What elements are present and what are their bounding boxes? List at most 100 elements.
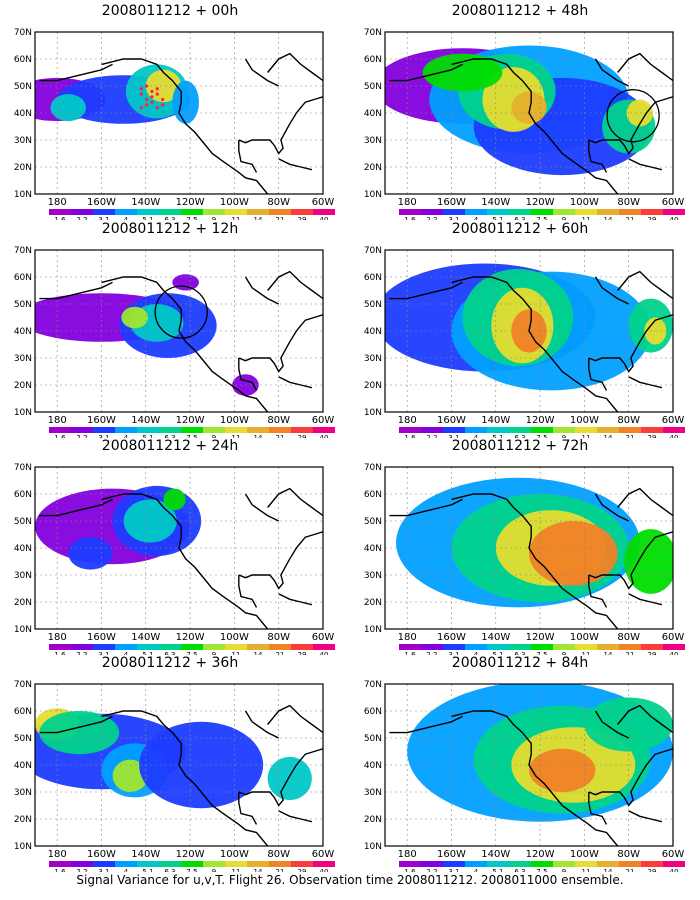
colorbar-swatch <box>93 644 115 650</box>
coastline <box>256 314 323 373</box>
panel-title: 2008011212 + 60h <box>451 221 589 237</box>
observation-dot <box>139 92 143 96</box>
lat-label: 50N <box>14 82 32 92</box>
colorbar-label: 29 <box>648 651 657 655</box>
colorbar-swatch <box>203 861 225 867</box>
colorbar-swatch <box>641 861 663 867</box>
colorbar-label: 5.1 <box>492 216 503 220</box>
map-panel: 2008011212 + 12h 70N 60N 50N 40N 30N 20N 10N 180… <box>5 220 335 438</box>
colorbar-swatch <box>137 861 159 867</box>
colorbar-swatch <box>291 644 313 650</box>
colorbar-swatch <box>443 644 465 650</box>
colorbar-swatch <box>225 644 247 650</box>
colorbar-swatch <box>71 861 93 867</box>
lon-label: 120W <box>176 197 205 208</box>
colorbar-swatch <box>181 644 203 650</box>
lon-label: 60W <box>662 849 685 860</box>
figure-caption: Signal Variance for u,v,T. Flight 26. Ob… <box>76 873 624 887</box>
lat-label: 20N <box>14 381 32 391</box>
observation-dot <box>161 97 165 102</box>
colorbar-label: 5.1 <box>492 651 503 655</box>
coastline <box>606 314 673 373</box>
lat-label: 20N <box>14 598 32 608</box>
colorbar-swatch <box>115 861 137 867</box>
coastline <box>594 493 630 522</box>
panel-title: 2008011212 + 12h <box>101 221 239 237</box>
colorbar-label: 4 <box>124 651 129 655</box>
lon-label: 140W <box>131 849 160 860</box>
lat-label: 40N <box>364 761 382 771</box>
lon-label: 180 <box>48 415 67 426</box>
map-panel: 2008011212 + 24h 70N 60N 50N 40N 30N 20N 10N 180… <box>5 437 335 655</box>
colorbar-swatch <box>291 427 313 433</box>
colorbar-swatch <box>399 427 421 433</box>
coastline <box>39 498 113 517</box>
variance-contour <box>626 99 654 127</box>
colorbar-label: 11 <box>232 434 241 438</box>
coastline <box>238 358 258 391</box>
colorbar-label: 1.6 <box>54 868 66 872</box>
coastline <box>588 574 607 579</box>
lon-label: 60W <box>662 197 685 208</box>
lat-label: 40N <box>14 544 32 554</box>
map-panel: 2008011212 + 48h 70N 60N 50N 40N 30N 20N 10N 180… <box>355 2 685 220</box>
colorbar-swatch <box>137 644 159 650</box>
colorbar-label: 40 <box>320 651 329 655</box>
colorbar-swatch <box>487 861 509 867</box>
coastline <box>238 575 258 608</box>
colorbar-swatch <box>421 644 443 650</box>
colorbar-label: 9 <box>212 434 216 438</box>
lon-label: 60W <box>312 197 335 208</box>
coastline <box>238 357 257 362</box>
colorbar-label: 7.5 <box>536 868 547 872</box>
coastline <box>244 276 280 305</box>
colorbar-label: 2.2 <box>426 651 437 655</box>
colorbar-swatch <box>663 644 685 650</box>
colorbar-label: 29 <box>648 434 657 438</box>
colorbar-swatch <box>553 644 575 650</box>
observation-dot <box>139 106 143 110</box>
lat-label: 10N <box>364 408 382 418</box>
lat-label: 20N <box>14 163 32 173</box>
colorbar-label: 6.3 <box>514 216 525 220</box>
colorbar-swatch <box>421 209 443 215</box>
colorbar-label: 11 <box>232 868 241 872</box>
colorbar-label: 5.1 <box>142 434 153 438</box>
lon-label: 120W <box>176 415 205 426</box>
map-panel: 2008011212 + 00h 70N 60N 50N 40N 30N 20N 10N 180… <box>5 2 335 220</box>
colorbar-label: 40 <box>670 434 679 438</box>
lat-label: 10N <box>14 625 32 635</box>
lon-label: 120W <box>176 632 205 643</box>
lat-label: 20N <box>364 598 382 608</box>
variance-contour <box>50 94 86 122</box>
lat-label: 70N <box>14 246 32 256</box>
coastline <box>101 58 269 194</box>
map-frame <box>384 31 674 195</box>
colorbar-label: 4 <box>124 216 129 220</box>
colorbar-swatch <box>443 209 465 215</box>
lat-label: 30N <box>364 571 382 581</box>
variance-map: 70N 60N 50N 40N 30N 20N 10N 180 160W 140W 120W 100W… <box>14 246 335 438</box>
colorbar-swatch <box>619 861 641 867</box>
colorbar-swatch <box>49 209 71 215</box>
lat-label: 70N <box>364 28 382 38</box>
colorbar-swatch <box>203 644 225 650</box>
colorbar-label: 29 <box>298 651 307 655</box>
colorbar-swatch <box>159 209 181 215</box>
lon-label: 140W <box>481 197 510 208</box>
target-circle <box>606 89 660 143</box>
coastline <box>278 593 313 606</box>
lon-label: 180 <box>48 197 67 208</box>
coastline <box>267 270 323 300</box>
lon-label: 80W <box>267 197 290 208</box>
colorbar-label: 11 <box>232 651 241 655</box>
lon-label: 140W <box>481 632 510 643</box>
colorbar-label: 9 <box>212 216 216 220</box>
map-frame <box>34 31 324 195</box>
coastline <box>238 139 257 144</box>
colorbar-swatch <box>553 427 575 433</box>
lat-label: 10N <box>14 190 32 200</box>
variance-map: 70N 60N 50N 40N 30N 20N 10N 180 160W 140W 120W 100W… <box>364 463 685 655</box>
colorbar-swatch <box>313 209 335 215</box>
coastline <box>588 357 607 362</box>
